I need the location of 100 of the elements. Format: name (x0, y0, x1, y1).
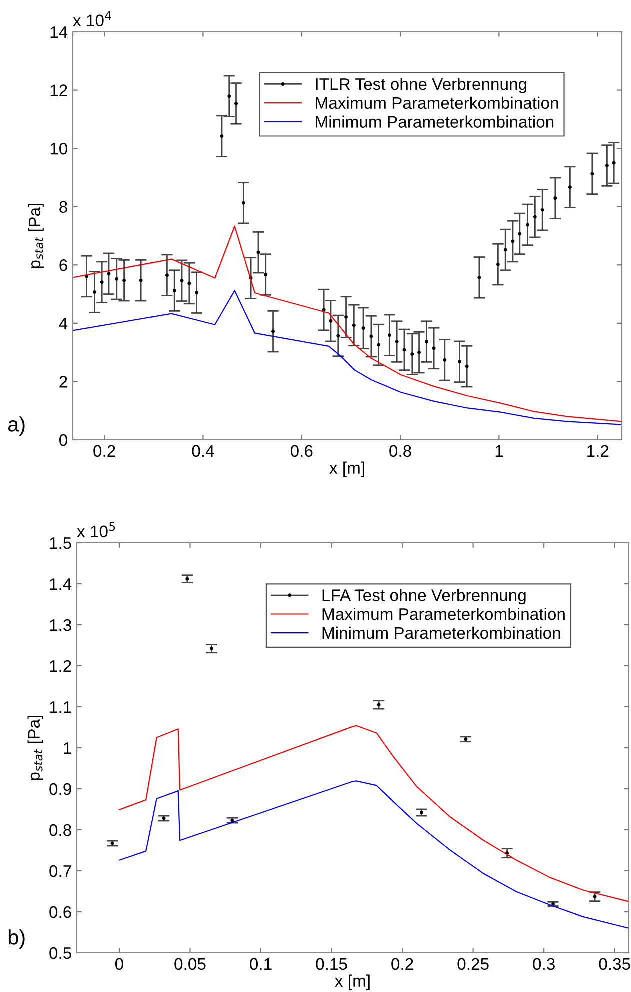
point (344, 316, 348, 320)
point (511, 240, 515, 244)
point (458, 360, 462, 364)
point (272, 330, 275, 334)
point (590, 172, 594, 176)
x-tick-label: 0.4 (192, 445, 214, 458)
y-tick-label: 0.5 (50, 947, 72, 960)
y-tick-label: 4 (59, 318, 68, 330)
point (540, 208, 544, 212)
y-tick-label: 1.2 (50, 660, 72, 672)
point (526, 223, 530, 227)
y-tick-label: 1.5 (50, 538, 72, 550)
y-tick-label: 0.7 (50, 865, 72, 878)
point (377, 703, 381, 707)
legend-label: Minimum Parameterkombination (322, 626, 560, 640)
y-tick-label: 12 (50, 84, 68, 96)
y-tick-label: 6 (60, 260, 68, 272)
y-tick-label: 1.4 (50, 578, 72, 590)
point (504, 248, 508, 252)
point (107, 272, 111, 276)
line-series (73, 290, 622, 426)
y-tick-label: 14 (50, 26, 68, 38)
line-series (118, 780, 629, 929)
point (402, 348, 406, 352)
legend-label: LFA Test ohne Verbrennung (322, 589, 526, 605)
point (139, 278, 143, 282)
point (533, 215, 537, 219)
y-tick-label: 1 (64, 742, 72, 754)
point (92, 290, 96, 294)
point (612, 161, 616, 165)
point (172, 289, 176, 293)
point (478, 276, 482, 280)
point (362, 326, 366, 330)
y-tick-label: 2 (60, 376, 68, 388)
text: b) (8, 930, 25, 949)
point (388, 334, 392, 338)
point (234, 102, 238, 106)
legend-label: Maximum Parameterkombination (316, 96, 558, 110)
x-axis-title: x [m] (335, 974, 370, 990)
x-tick-label: 0.35 (599, 958, 630, 970)
point (336, 334, 340, 338)
y-tick-label: 8 (60, 201, 68, 214)
point (122, 278, 126, 282)
x-tick-label: 0.1 (250, 958, 272, 970)
point (100, 280, 104, 284)
x-tick-label: 0 (115, 958, 124, 970)
x-tick-label: 0.05 (174, 958, 206, 970)
point (370, 334, 374, 338)
x-tick-label: 1.2 (588, 445, 609, 457)
point (180, 279, 184, 283)
point (256, 250, 260, 254)
x-tick-label: 0.25 (458, 958, 489, 970)
text: x 10$^{5}$ (77, 522, 116, 538)
point (518, 232, 522, 236)
y-tick-label: 10 (50, 142, 68, 155)
y-tick-label: 0.8 (50, 824, 72, 836)
point (593, 895, 597, 899)
legend-label: Maximum Parameterkombination (322, 608, 565, 620)
point (605, 164, 609, 168)
y-axis-title: p$_{stat}$ [Pa] (28, 716, 44, 780)
point (410, 352, 414, 356)
y-tick-label: 1.1 (50, 702, 72, 714)
y-tick-label: 0.6 (50, 906, 72, 918)
point (424, 340, 428, 344)
point (329, 319, 333, 323)
y-tick-label: 0.9 (50, 783, 72, 796)
y-axis-title: p$_{stat}$ [Pa] (28, 204, 44, 268)
x-tick-label: 0.2 (392, 958, 414, 970)
point (496, 262, 500, 266)
x-tick-label: 0.3 (533, 958, 555, 970)
point (228, 94, 232, 98)
point (85, 274, 89, 278)
point (195, 291, 199, 295)
legend-label: ITLR Test ohne Verbrennung (316, 78, 526, 94)
legend-label: Minimum Parameterkombination (316, 116, 554, 128)
x-tick-label: 0.2 (94, 445, 116, 458)
y-tick-label: 1.3 (50, 619, 72, 632)
point (115, 277, 119, 281)
point (418, 350, 422, 354)
point (322, 308, 326, 312)
line-series (118, 725, 629, 902)
point (264, 273, 268, 276)
point (220, 134, 224, 138)
text: x 10$^{4}$ (73, 12, 112, 27)
point (432, 346, 436, 350)
point (242, 201, 246, 205)
point (568, 186, 572, 190)
point (210, 647, 214, 651)
text: a) (8, 416, 25, 436)
x-axis-title: x [m] (330, 462, 364, 478)
point (377, 343, 381, 347)
x-tick-label: 0.15 (316, 958, 348, 970)
point (554, 196, 558, 200)
point (465, 364, 469, 368)
point (395, 340, 399, 344)
point (188, 282, 192, 286)
point (165, 274, 169, 278)
x-tick-label: 0.8 (390, 445, 412, 458)
y-tick-label: 0 (60, 434, 68, 446)
x-tick-label: 1 (496, 445, 503, 457)
